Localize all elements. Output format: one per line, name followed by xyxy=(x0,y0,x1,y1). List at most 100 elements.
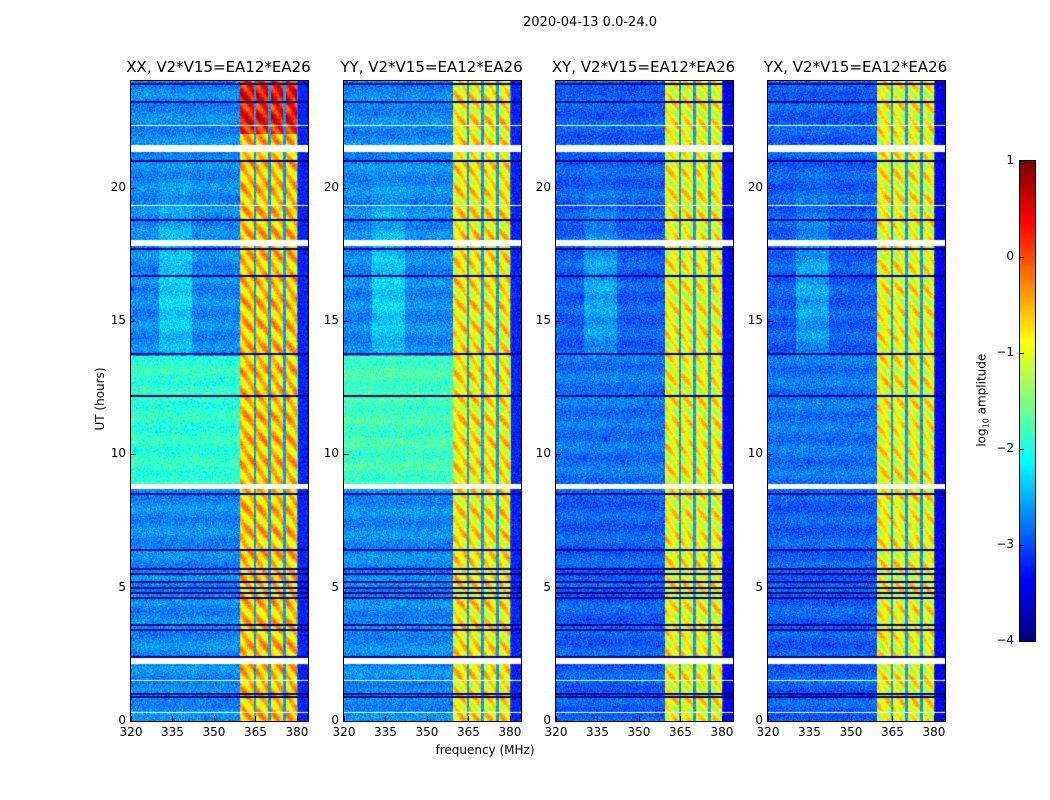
y-tick xyxy=(768,187,773,189)
x-tick xyxy=(131,716,132,721)
x-tick xyxy=(509,716,511,721)
y-tick-label: 20 xyxy=(535,179,551,194)
colorbar-tick-label: −2 xyxy=(996,441,1014,455)
x-tick-label: 350 xyxy=(415,725,439,739)
x-tick xyxy=(892,716,894,721)
y-tick-label: 0 xyxy=(755,713,763,727)
x-tick-label: 380 xyxy=(285,725,309,739)
heatmap-image xyxy=(556,81,733,721)
colorbar-label-rest: amplitude xyxy=(974,353,989,419)
colorbar-tick xyxy=(1020,641,1024,642)
colorbar-tick-label: −3 xyxy=(996,537,1014,551)
y-tick xyxy=(768,587,773,589)
x-tick xyxy=(344,716,345,721)
panel-title: YX, V2*V15=EA12*EA26 xyxy=(763,58,948,76)
y-tick xyxy=(344,721,349,722)
x-tick-label: 320 xyxy=(756,725,780,739)
x-tick xyxy=(556,716,557,721)
x-tick xyxy=(213,716,215,721)
y-tick-label: 10 xyxy=(535,446,551,461)
y-tick xyxy=(131,721,136,722)
colorbar-tick xyxy=(1020,449,1024,450)
x-tick-label: 350 xyxy=(627,725,651,739)
colorbar-tick-label: 1 xyxy=(1006,153,1014,167)
y-tick-label: 5 xyxy=(755,579,763,594)
panel-title: XX, V2*V15=EA12*EA26 xyxy=(126,58,311,76)
colorbar-tick xyxy=(1020,545,1024,546)
heatmap-image xyxy=(344,81,521,721)
heatmap-panel xyxy=(130,80,309,722)
y-tick-label: 0 xyxy=(543,713,551,727)
colorbar-tick xyxy=(1020,353,1024,354)
x-tick xyxy=(768,716,769,721)
colorbar-tick-label: 0 xyxy=(1006,249,1014,263)
figure-title: 2020-04-13 0.0-24.0 xyxy=(523,15,657,30)
x-tick xyxy=(597,716,599,721)
x-tick-label: 335 xyxy=(586,725,609,739)
x-tick-label: 350 xyxy=(202,725,226,739)
y-tick-label: 10 xyxy=(323,446,339,461)
y-tick-label: 10 xyxy=(747,446,763,461)
x-tick-label: 380 xyxy=(922,725,946,739)
x-tick-label: 335 xyxy=(798,725,821,739)
x-tick xyxy=(638,716,640,721)
heatmap-panel xyxy=(343,80,522,722)
panel-title: XY, V2*V15=EA12*EA26 xyxy=(551,58,736,76)
x-tick-label: 335 xyxy=(374,725,397,739)
x-tick xyxy=(426,716,428,721)
heatmap-panel xyxy=(555,80,734,722)
y-tick xyxy=(344,454,349,456)
x-tick-label: 335 xyxy=(161,725,184,739)
y-tick xyxy=(344,587,349,589)
colorbar-tick xyxy=(1020,257,1024,258)
x-tick xyxy=(385,716,387,721)
x-tick-label: 380 xyxy=(710,725,734,739)
y-axis-label: UT (hours) xyxy=(93,367,107,431)
panel-title: YY, V2*V15=EA12*EA26 xyxy=(340,58,523,76)
y-tick-label: 15 xyxy=(110,313,126,327)
x-tick-label: 380 xyxy=(498,725,522,739)
y-tick xyxy=(556,454,561,456)
x-tick-label: 320 xyxy=(119,725,143,739)
x-tick-label: 350 xyxy=(839,725,863,739)
y-tick xyxy=(556,187,561,189)
colorbar-tick xyxy=(1020,161,1024,162)
x-tick-label: 320 xyxy=(332,725,356,739)
x-tick-label: 365 xyxy=(881,725,904,739)
x-tick-label: 365 xyxy=(669,725,692,739)
x-tick-label: 320 xyxy=(544,725,568,739)
x-tick xyxy=(850,716,852,721)
y-tick-label: 15 xyxy=(535,313,551,327)
x-tick xyxy=(721,716,723,721)
y-tick-label: 5 xyxy=(118,579,126,594)
x-tick xyxy=(680,716,682,721)
x-tick xyxy=(296,716,298,721)
colorbar-label-sub: 10 xyxy=(981,418,991,429)
colorbar-tick-label: −1 xyxy=(996,345,1014,359)
y-tick-label: 0 xyxy=(118,713,126,727)
y-tick xyxy=(344,321,349,322)
y-tick-label: 5 xyxy=(543,579,551,594)
heatmap-image xyxy=(768,81,945,721)
colorbar-tick-label: −4 xyxy=(996,633,1014,647)
x-axis-label: frequency (MHz) xyxy=(435,743,535,757)
y-tick-label: 15 xyxy=(323,313,339,327)
colorbar xyxy=(1019,160,1036,642)
y-tick xyxy=(556,321,561,322)
y-tick-label: 10 xyxy=(110,446,126,461)
y-tick-label: 20 xyxy=(747,179,763,194)
x-tick xyxy=(933,716,935,721)
y-tick-label: 20 xyxy=(323,179,339,194)
x-tick-label: 365 xyxy=(244,725,267,739)
heatmap-image xyxy=(131,81,308,721)
x-tick-label: 365 xyxy=(457,725,480,739)
y-tick xyxy=(556,587,561,589)
y-tick xyxy=(768,321,773,322)
y-tick xyxy=(768,454,773,456)
y-tick-label: 20 xyxy=(110,179,126,194)
y-tick-label: 5 xyxy=(331,579,339,594)
x-tick xyxy=(172,716,174,721)
x-tick xyxy=(255,716,257,721)
y-tick xyxy=(131,321,136,322)
